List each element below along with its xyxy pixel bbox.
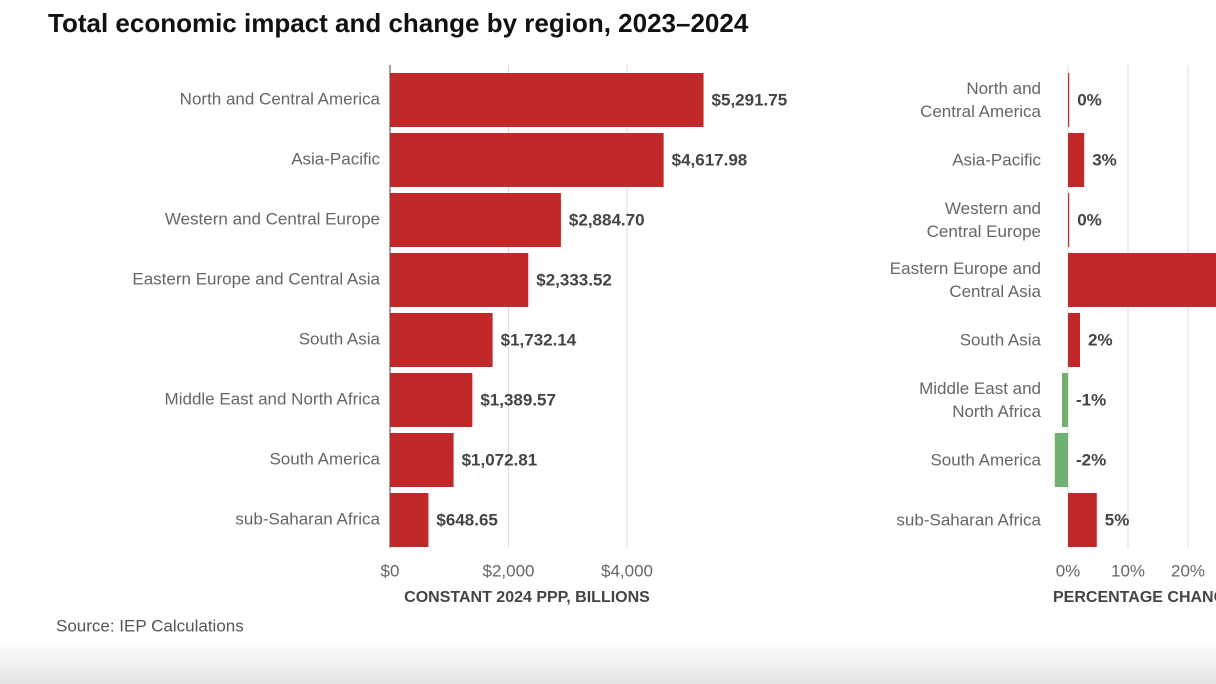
bar xyxy=(1054,433,1068,487)
source: Source: IEP Calculations xyxy=(56,616,244,635)
value-label: 2% xyxy=(1088,330,1113,349)
value-label: $1,732.14 xyxy=(501,330,577,349)
bar xyxy=(390,253,529,307)
bar xyxy=(390,193,561,247)
value-label: 0% xyxy=(1077,90,1102,109)
y-tick-label: North and Central America xyxy=(180,89,381,108)
bar xyxy=(390,493,429,547)
x-tick-label: $4,000 xyxy=(601,561,653,580)
y-tick-label: Asia-Pacific xyxy=(291,149,380,168)
chart-title: Total economic impact and change by regi… xyxy=(48,8,749,38)
value-label: 5% xyxy=(1105,510,1130,529)
y-tick-label: South America xyxy=(930,450,1041,470)
y-tick-label: Middle East and North Africa xyxy=(919,379,1041,421)
value-label: $2,884.70 xyxy=(569,210,645,229)
x-tick-label: 0% xyxy=(1056,561,1081,580)
bar xyxy=(1062,373,1068,427)
bar xyxy=(390,133,664,187)
footer-shade xyxy=(0,640,1216,684)
y-tick-label: Western and Central Europe xyxy=(165,209,380,228)
bar xyxy=(390,433,454,487)
value-label: -2% xyxy=(1076,450,1106,469)
x-axis-label: PERCENTAGE CHANGE xyxy=(1053,589,1216,606)
x-tick-label: $0 xyxy=(381,561,400,580)
bar xyxy=(1068,193,1070,247)
bar xyxy=(1068,253,1216,307)
value-label: $4,617.98 xyxy=(672,150,748,169)
value-label: $1,389.57 xyxy=(480,390,556,409)
bar xyxy=(390,313,493,367)
value-label: 3% xyxy=(1092,150,1117,169)
y-tick-label: Asia-Pacific xyxy=(952,150,1041,170)
value-label: 0% xyxy=(1077,210,1102,229)
bar xyxy=(390,73,704,127)
y-tick-label: Eastern Europe and Central Asia xyxy=(889,259,1041,301)
bar xyxy=(1068,493,1097,547)
bar xyxy=(1068,133,1085,187)
y-tick-label: sub-Saharan Africa xyxy=(896,510,1041,530)
x-tick-label: 10% xyxy=(1111,561,1145,580)
y-tick-label: South Asia xyxy=(959,330,1041,350)
y-tick-label: South America xyxy=(269,449,380,468)
y-tick-label: Middle East and North Africa xyxy=(165,389,381,408)
x-axis-label: CONSTANT 2024 PPP, BILLIONS xyxy=(404,589,650,606)
bar xyxy=(390,373,473,427)
x-tick-label: $2,000 xyxy=(483,561,535,580)
value-label: $2,333.52 xyxy=(536,270,612,289)
value-label: $1,072.81 xyxy=(462,450,538,469)
y-tick-label: Eastern Europe and Central Asia xyxy=(132,269,380,288)
y-tick-label: sub-Saharan Africa xyxy=(235,509,380,528)
bar xyxy=(1068,73,1070,127)
y-tick-label: Western and Central Europe xyxy=(926,199,1041,241)
y-tick-label: South Asia xyxy=(299,329,381,348)
bar xyxy=(1068,313,1080,367)
x-tick-label: 20% xyxy=(1171,561,1205,580)
value-label: $648.65 xyxy=(436,510,497,529)
value-label: -1% xyxy=(1076,390,1106,409)
y-tick-label: North and Central America xyxy=(920,79,1041,121)
value-label: $5,291.75 xyxy=(712,90,788,109)
